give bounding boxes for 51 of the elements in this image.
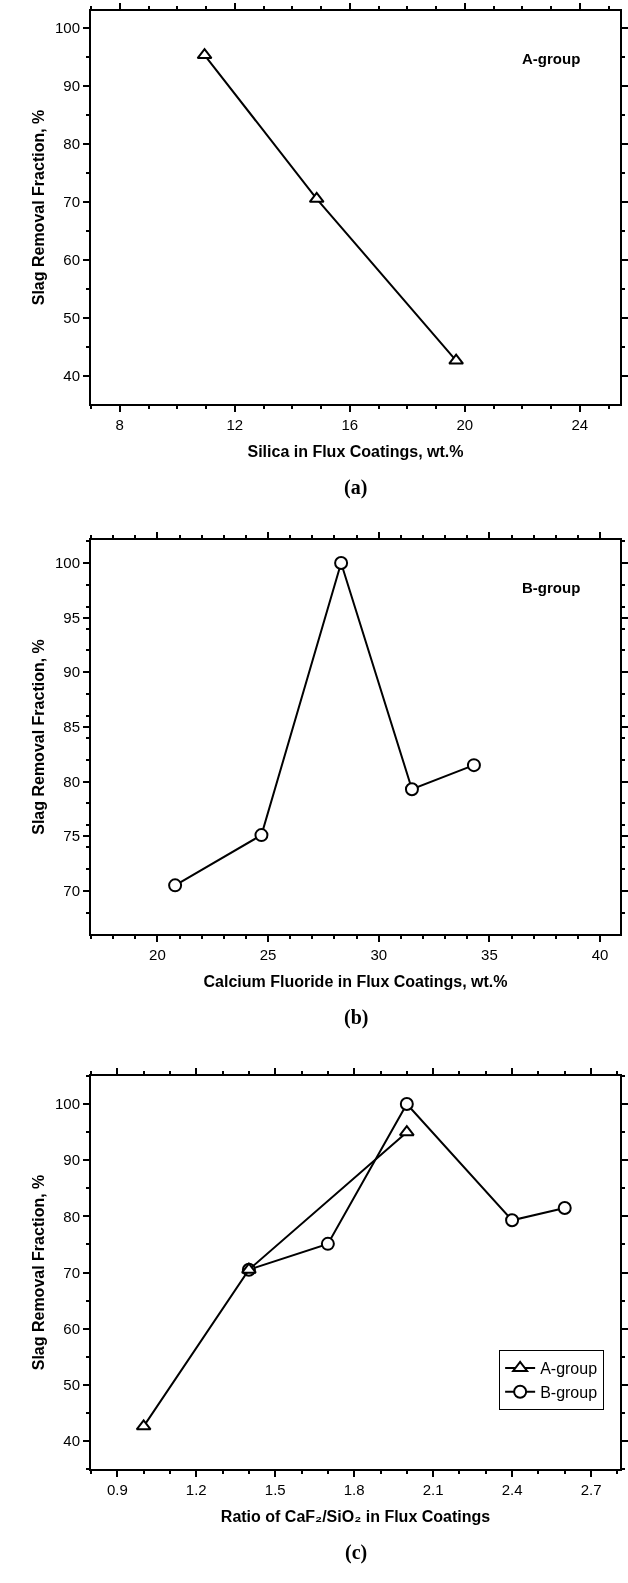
x-axis-title: Silica in Flux Coatings, wt.% (247, 443, 464, 461)
x-tick-label: 1.5 (264, 1481, 286, 1498)
x-tick-label: 30 (370, 946, 388, 963)
y-tick-label: 100 (54, 554, 80, 572)
legend-label: B-group (540, 1383, 598, 1401)
x-axis-title: Calcium Fluoride in Flux Coatings, wt.% (203, 973, 508, 991)
x-tick-label: 24 (571, 416, 589, 433)
x-tick-label: 20 (456, 416, 474, 433)
x-tick-label: 8 (115, 416, 124, 433)
y-tick-label: 95 (63, 608, 80, 626)
x-tick-label: 40 (591, 946, 609, 963)
y-tick-label: 90 (63, 77, 80, 95)
y-tick-label: 50 (63, 1376, 80, 1394)
x-tick-label: 1.8 (343, 1481, 365, 1498)
y-tick-label: 50 (63, 308, 80, 326)
text: (a) (344, 476, 368, 499)
x-tick-label: 20 (149, 946, 166, 963)
y-tick-label: 40 (63, 1432, 80, 1450)
text: (b) (344, 1006, 369, 1029)
legend-label: A-group (540, 1360, 598, 1378)
x-tick-label: 16 (341, 416, 359, 433)
y-tick-label: 80 (63, 772, 80, 790)
y-tick-label: 80 (63, 1207, 80, 1225)
y-axis-title: Slag Removal Fraction, % (30, 109, 48, 306)
x-tick-label: 25 (259, 946, 277, 963)
y-tick-label: 70 (63, 192, 80, 210)
y-axis-title: Slag Removal Fraction, % (30, 1174, 48, 1371)
y-axis-title: Slag Removal Fraction, % (30, 639, 48, 835)
y-tick-label: 100 (54, 19, 80, 37)
text: (c) (345, 1541, 368, 1564)
y-tick-label: 70 (63, 882, 80, 900)
y-tick-label: 85 (63, 718, 80, 736)
y-tick-label: 60 (63, 250, 80, 268)
y-tick-label: 40 (63, 366, 80, 384)
x-tick-label: 2.4 (501, 1481, 523, 1498)
annotation: B-group (522, 579, 581, 596)
x-tick-label: 1.2 (185, 1481, 207, 1498)
y-tick-label: 75 (63, 827, 80, 845)
x-axis-title: Ratio of CaF₂/SiO₂ in Flux Coatings (220, 1508, 491, 1526)
x-tick-label: 2.1 (422, 1481, 444, 1498)
x-tick-label: 0.9 (106, 1481, 128, 1498)
y-tick-label: 60 (63, 1319, 80, 1337)
y-tick-label: 90 (63, 1151, 80, 1169)
x-tick-label: 35 (481, 946, 498, 963)
y-tick-label: 80 (63, 134, 80, 152)
annotation: A-group (522, 50, 581, 67)
x-tick-label: 12 (226, 416, 244, 433)
y-tick-label: 100 (54, 1095, 80, 1113)
y-tick-label: 70 (63, 1263, 80, 1281)
y-tick-label: 90 (63, 663, 80, 681)
x-tick-label: 2.7 (580, 1481, 602, 1498)
